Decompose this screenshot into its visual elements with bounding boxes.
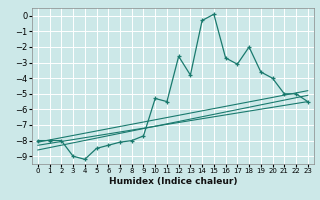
X-axis label: Humidex (Indice chaleur): Humidex (Indice chaleur) xyxy=(108,177,237,186)
